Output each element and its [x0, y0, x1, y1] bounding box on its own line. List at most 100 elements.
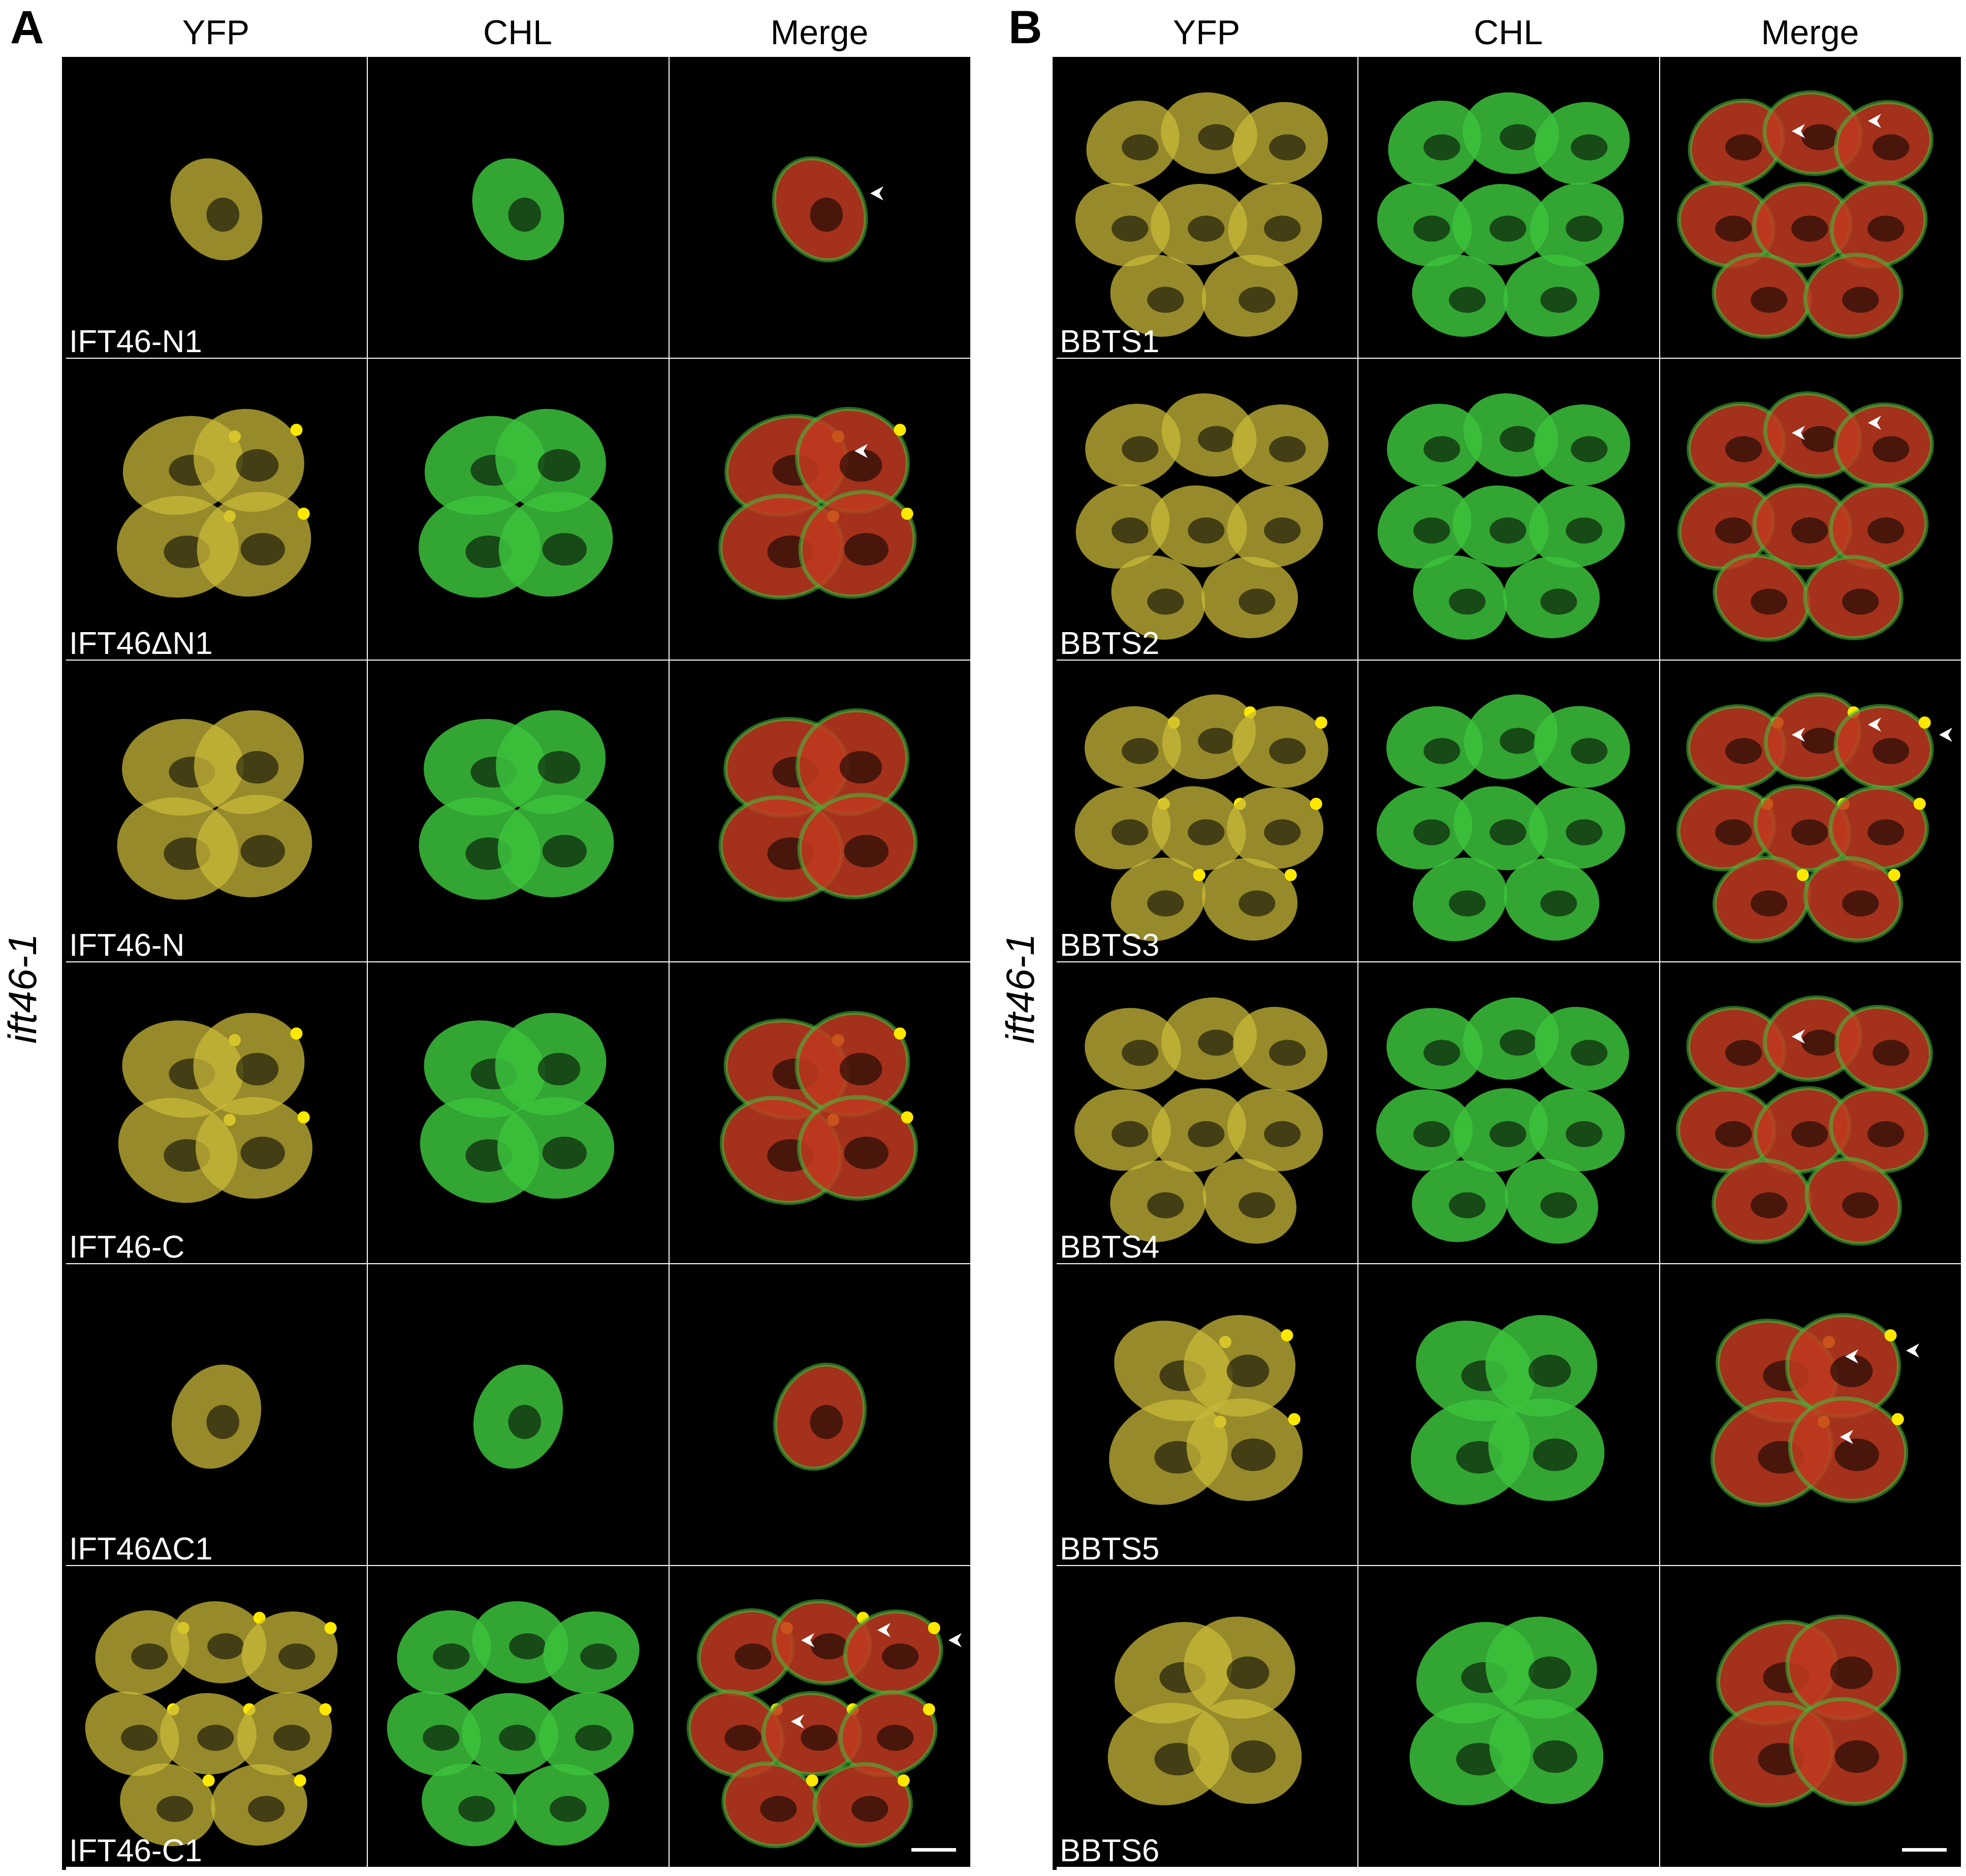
- yfp-spot: [294, 1774, 306, 1787]
- panel-letter: A: [10, 4, 44, 51]
- arrowhead-marker: [1939, 728, 1952, 742]
- chl-image: [1358, 962, 1659, 1263]
- chl-image: [1358, 359, 1659, 660]
- cell: [1803, 555, 1902, 640]
- yfp-image: IFT46-N1: [66, 57, 367, 358]
- yfp-image: BBTS1: [1057, 57, 1357, 358]
- construct-label: IFT46ΔC1: [69, 1534, 213, 1565]
- yfp-spot: [901, 1111, 913, 1123]
- chl-image: [368, 359, 669, 660]
- yfp-spot: [1285, 869, 1297, 881]
- yfp-spot: [298, 1111, 310, 1123]
- cell: [207, 1760, 311, 1851]
- yfp-spot: [923, 1703, 935, 1715]
- merge-image: [1660, 962, 1961, 1263]
- yfp-image: BBTS6: [1057, 1566, 1357, 1867]
- cell: [458, 1351, 578, 1482]
- yfp-spot: [1914, 798, 1926, 810]
- chl-image: [368, 57, 669, 358]
- merge-image: [1660, 57, 1961, 358]
- construct-label: IFT46-C: [69, 1232, 184, 1263]
- construct-label: IFT46-C1: [69, 1835, 202, 1867]
- yfp-image: BBTS5: [1057, 1264, 1357, 1565]
- merge-image: [670, 661, 970, 961]
- construct-label: BBTS1: [1060, 326, 1159, 358]
- panel-letter: B: [1008, 4, 1042, 51]
- chl-image: [368, 1566, 669, 1867]
- strain-label: ift46-1: [0, 933, 46, 1044]
- yfp-image: IFT46-C1: [66, 1566, 367, 1867]
- yfp-spot: [1797, 869, 1809, 881]
- yfp-spot: [320, 1703, 332, 1715]
- cell: [196, 1097, 312, 1199]
- yfp-spot: [898, 1774, 910, 1787]
- column-header: Merge: [670, 15, 969, 50]
- yfp-spot: [325, 1622, 337, 1634]
- yfp-spot: [1315, 716, 1327, 729]
- cell: [799, 1097, 916, 1199]
- arrowhead-marker: [870, 186, 883, 201]
- scale-bar: [1902, 1848, 1947, 1852]
- yfp-spot: [894, 1027, 906, 1040]
- arrowhead-marker: [948, 1633, 962, 1647]
- yfp-image: BBTS4: [1057, 962, 1357, 1263]
- merge-image: [670, 359, 970, 660]
- merge-image: [670, 962, 970, 1263]
- yfp-spot: [1892, 1413, 1904, 1425]
- chl-image: [1358, 1264, 1659, 1565]
- image-grid: IFT46-N1 IFT46ΔN1 IFT46-N IFT46-C IFT46ΔC1 IF…: [66, 57, 970, 1870]
- chl-image: [368, 661, 669, 961]
- construct-label: IFT46-N1: [69, 326, 202, 358]
- chl-image: [1358, 661, 1659, 961]
- yfp-spot: [1281, 1329, 1293, 1341]
- yfp-spot: [291, 424, 303, 436]
- column-header: Merge: [1660, 15, 1960, 50]
- arrowhead-marker: [1906, 1343, 1919, 1358]
- yfp-spot: [298, 508, 310, 520]
- column-header: YFP: [66, 15, 366, 50]
- yfp-image: IFT46ΔN1: [66, 359, 367, 660]
- yfp-image: BBTS3: [1057, 661, 1357, 961]
- chl-image: [1358, 1566, 1659, 1867]
- strain-label: ift46-1: [997, 933, 1043, 1044]
- construct-label: IFT46ΔN1: [69, 628, 213, 660]
- yfp-spot: [928, 1622, 940, 1634]
- merge-image: [670, 1264, 970, 1565]
- chl-image: [368, 1264, 669, 1565]
- chl-image: [1358, 57, 1659, 358]
- yfp-spot: [203, 1774, 215, 1787]
- yfp-spot: [1288, 1413, 1301, 1425]
- yfp-spot: [291, 1027, 303, 1040]
- yfp-spot: [894, 424, 906, 436]
- construct-label: BBTS4: [1060, 1232, 1159, 1263]
- column-header: YFP: [1057, 15, 1356, 50]
- scale-bar: [911, 1848, 956, 1852]
- merge-image: [670, 1566, 970, 1867]
- yfp-spot: [901, 508, 913, 520]
- yfp-spot: [1310, 798, 1322, 810]
- merge-image: [1660, 661, 1961, 961]
- merge-image: [1660, 1566, 1961, 1867]
- cell: [497, 1097, 614, 1199]
- yfp-image: IFT46ΔC1: [66, 1264, 367, 1565]
- construct-label: IFT46-N: [69, 930, 184, 961]
- construct-label: BBTS5: [1060, 1534, 1159, 1565]
- construct-label: BBTS6: [1060, 1835, 1159, 1867]
- merge-image: [1660, 359, 1961, 660]
- yfp-image: IFT46-N: [66, 661, 367, 961]
- yfp-image: BBTS2: [1057, 359, 1357, 660]
- construct-label: BBTS2: [1060, 628, 1159, 660]
- cell: [156, 1351, 276, 1482]
- cell: [1502, 555, 1601, 640]
- cell: [1528, 787, 1626, 869]
- cell: [1200, 555, 1299, 640]
- yfp-spot: [806, 1774, 818, 1787]
- construct-label: BBTS3: [1060, 930, 1159, 961]
- column-header: CHL: [368, 15, 668, 50]
- cell: [509, 1760, 613, 1851]
- merge-image: [1660, 1264, 1961, 1565]
- cell: [152, 142, 280, 277]
- cell: [756, 142, 884, 277]
- yfp-image: IFT46-C: [66, 962, 367, 1263]
- yfp-spot: [1193, 869, 1206, 881]
